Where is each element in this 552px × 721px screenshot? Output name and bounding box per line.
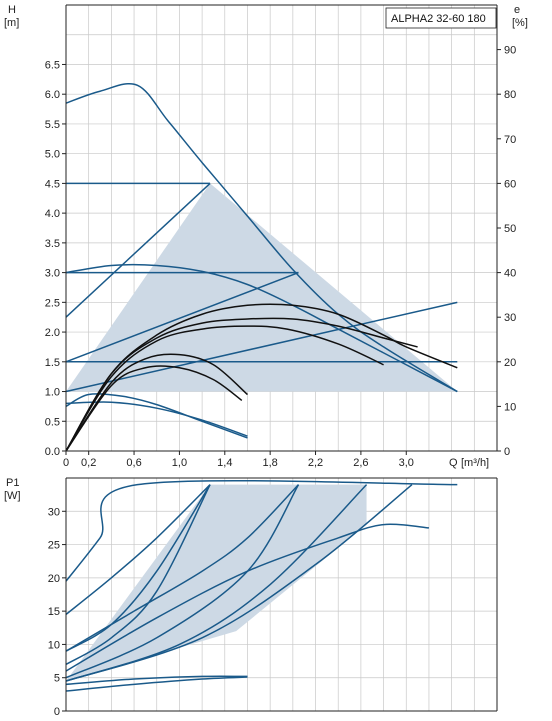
power-series-9 xyxy=(65,675,248,686)
power-range-area xyxy=(66,484,367,682)
flow-tick-label: 1,8 xyxy=(263,457,278,469)
flow-axis-unit: [m³/h] xyxy=(461,457,489,469)
head-series-pump-3 xyxy=(65,393,248,439)
head-tick-label: 4.5 xyxy=(45,178,60,190)
power-axis-unit: [W] xyxy=(4,490,21,502)
flow-tick-label: 0,6 xyxy=(126,457,141,469)
flow-tick-label: 1,0 xyxy=(172,457,187,469)
power-axis-label: P1 xyxy=(6,477,19,489)
power-series-4 xyxy=(65,484,300,652)
power-tick-label: 25 xyxy=(48,540,60,552)
head-series-prop_pressure-8 xyxy=(65,271,299,363)
flow-tick-label: 2,6 xyxy=(353,457,368,469)
head-series-prop_pressure-9 xyxy=(65,301,458,393)
flow-tick-label: 1,4 xyxy=(217,457,232,469)
power-series-0 xyxy=(65,479,458,582)
head-tick-label: 1.5 xyxy=(45,357,60,369)
efficiency-tick-label: 80 xyxy=(504,89,516,101)
efficiency-tick-label: 30 xyxy=(504,312,516,324)
efficiency-tick-label: 20 xyxy=(504,357,516,369)
power-tick-label: 30 xyxy=(48,506,60,518)
power-tick-label: 0 xyxy=(54,706,60,718)
flow-tick-label: 3,0 xyxy=(399,457,414,469)
power-series-5 xyxy=(65,484,300,679)
power-series-1 xyxy=(65,484,211,616)
flow-axis-label: Q xyxy=(449,457,458,469)
head-tick-label: 3.5 xyxy=(45,238,60,250)
head-series-efficiency-11 xyxy=(65,317,418,452)
efficiency-axis-unit: [%] xyxy=(512,17,528,29)
power-tick-label: 10 xyxy=(48,639,60,651)
head-tick-label: 2.0 xyxy=(45,327,60,339)
power-series-8 xyxy=(65,523,430,672)
head-tick-label: 4.0 xyxy=(45,208,60,220)
head-tick-label: 6.5 xyxy=(45,59,60,71)
head-series-efficiency-12 xyxy=(65,325,384,452)
head-series-efficiency-14 xyxy=(65,365,243,452)
head-series-efficiency-13 xyxy=(65,353,248,452)
power-chart-series xyxy=(65,479,458,692)
efficiency-tick-label: 10 xyxy=(504,401,516,413)
chart-title: ALPHA2 32-60 180 xyxy=(391,13,486,25)
head-chart-series xyxy=(65,82,458,452)
head-tick-label: 2.5 xyxy=(45,297,60,309)
efficiency-tick-label: 60 xyxy=(504,178,516,190)
head-tick-label: 5.5 xyxy=(45,119,60,131)
power-chart-axes: 0 5 10 15 20 25 30 xyxy=(48,477,498,718)
efficiency-tick-label: 40 xyxy=(504,268,516,280)
flow-tick-label: 2,2 xyxy=(308,457,323,469)
power-chart-shaded-area xyxy=(66,484,367,682)
flow-tick-label: 0 xyxy=(63,457,69,469)
power-tick-label: 15 xyxy=(48,606,60,618)
power-tick-label: 20 xyxy=(48,573,60,585)
efficiency-tick-label: 0 xyxy=(504,446,510,458)
head-chart-axes: 0.0 0.5 1.0 1.5 2.0 2.5 3.0 3.5 4.0 4.5 5.0 5.5 6.0 6… xyxy=(45,4,516,469)
head-series-prop_pressure-7 xyxy=(65,182,211,318)
power-series-3 xyxy=(65,484,211,666)
head-series-pump-0 xyxy=(65,82,458,393)
chart-title-box xyxy=(385,7,497,29)
flow-tick-label: 0,2 xyxy=(81,457,96,469)
head-tick-label: 0.5 xyxy=(45,416,60,428)
head-tick-label: 5.0 xyxy=(45,149,60,161)
efficiency-tick-label: 70 xyxy=(504,134,516,146)
head-tick-label: 0.0 xyxy=(45,446,60,458)
head-tick-label: 6.0 xyxy=(45,89,60,101)
head-tick-label: 3.0 xyxy=(45,268,60,280)
head-axis-unit: [m] xyxy=(4,17,19,29)
efficiency-axis-label: e xyxy=(514,4,520,16)
efficiency-tick-label: 50 xyxy=(504,223,516,235)
head-tick-label: 1.0 xyxy=(45,387,60,399)
head-series-pump-1 xyxy=(65,263,458,393)
head-axis-label: H xyxy=(8,4,16,16)
power-series-2 xyxy=(65,484,211,652)
power-series-7 xyxy=(65,484,413,682)
efficiency-tick-label: 90 xyxy=(504,45,516,57)
power-tick-label: 5 xyxy=(54,673,60,685)
power-series-10 xyxy=(65,676,248,692)
